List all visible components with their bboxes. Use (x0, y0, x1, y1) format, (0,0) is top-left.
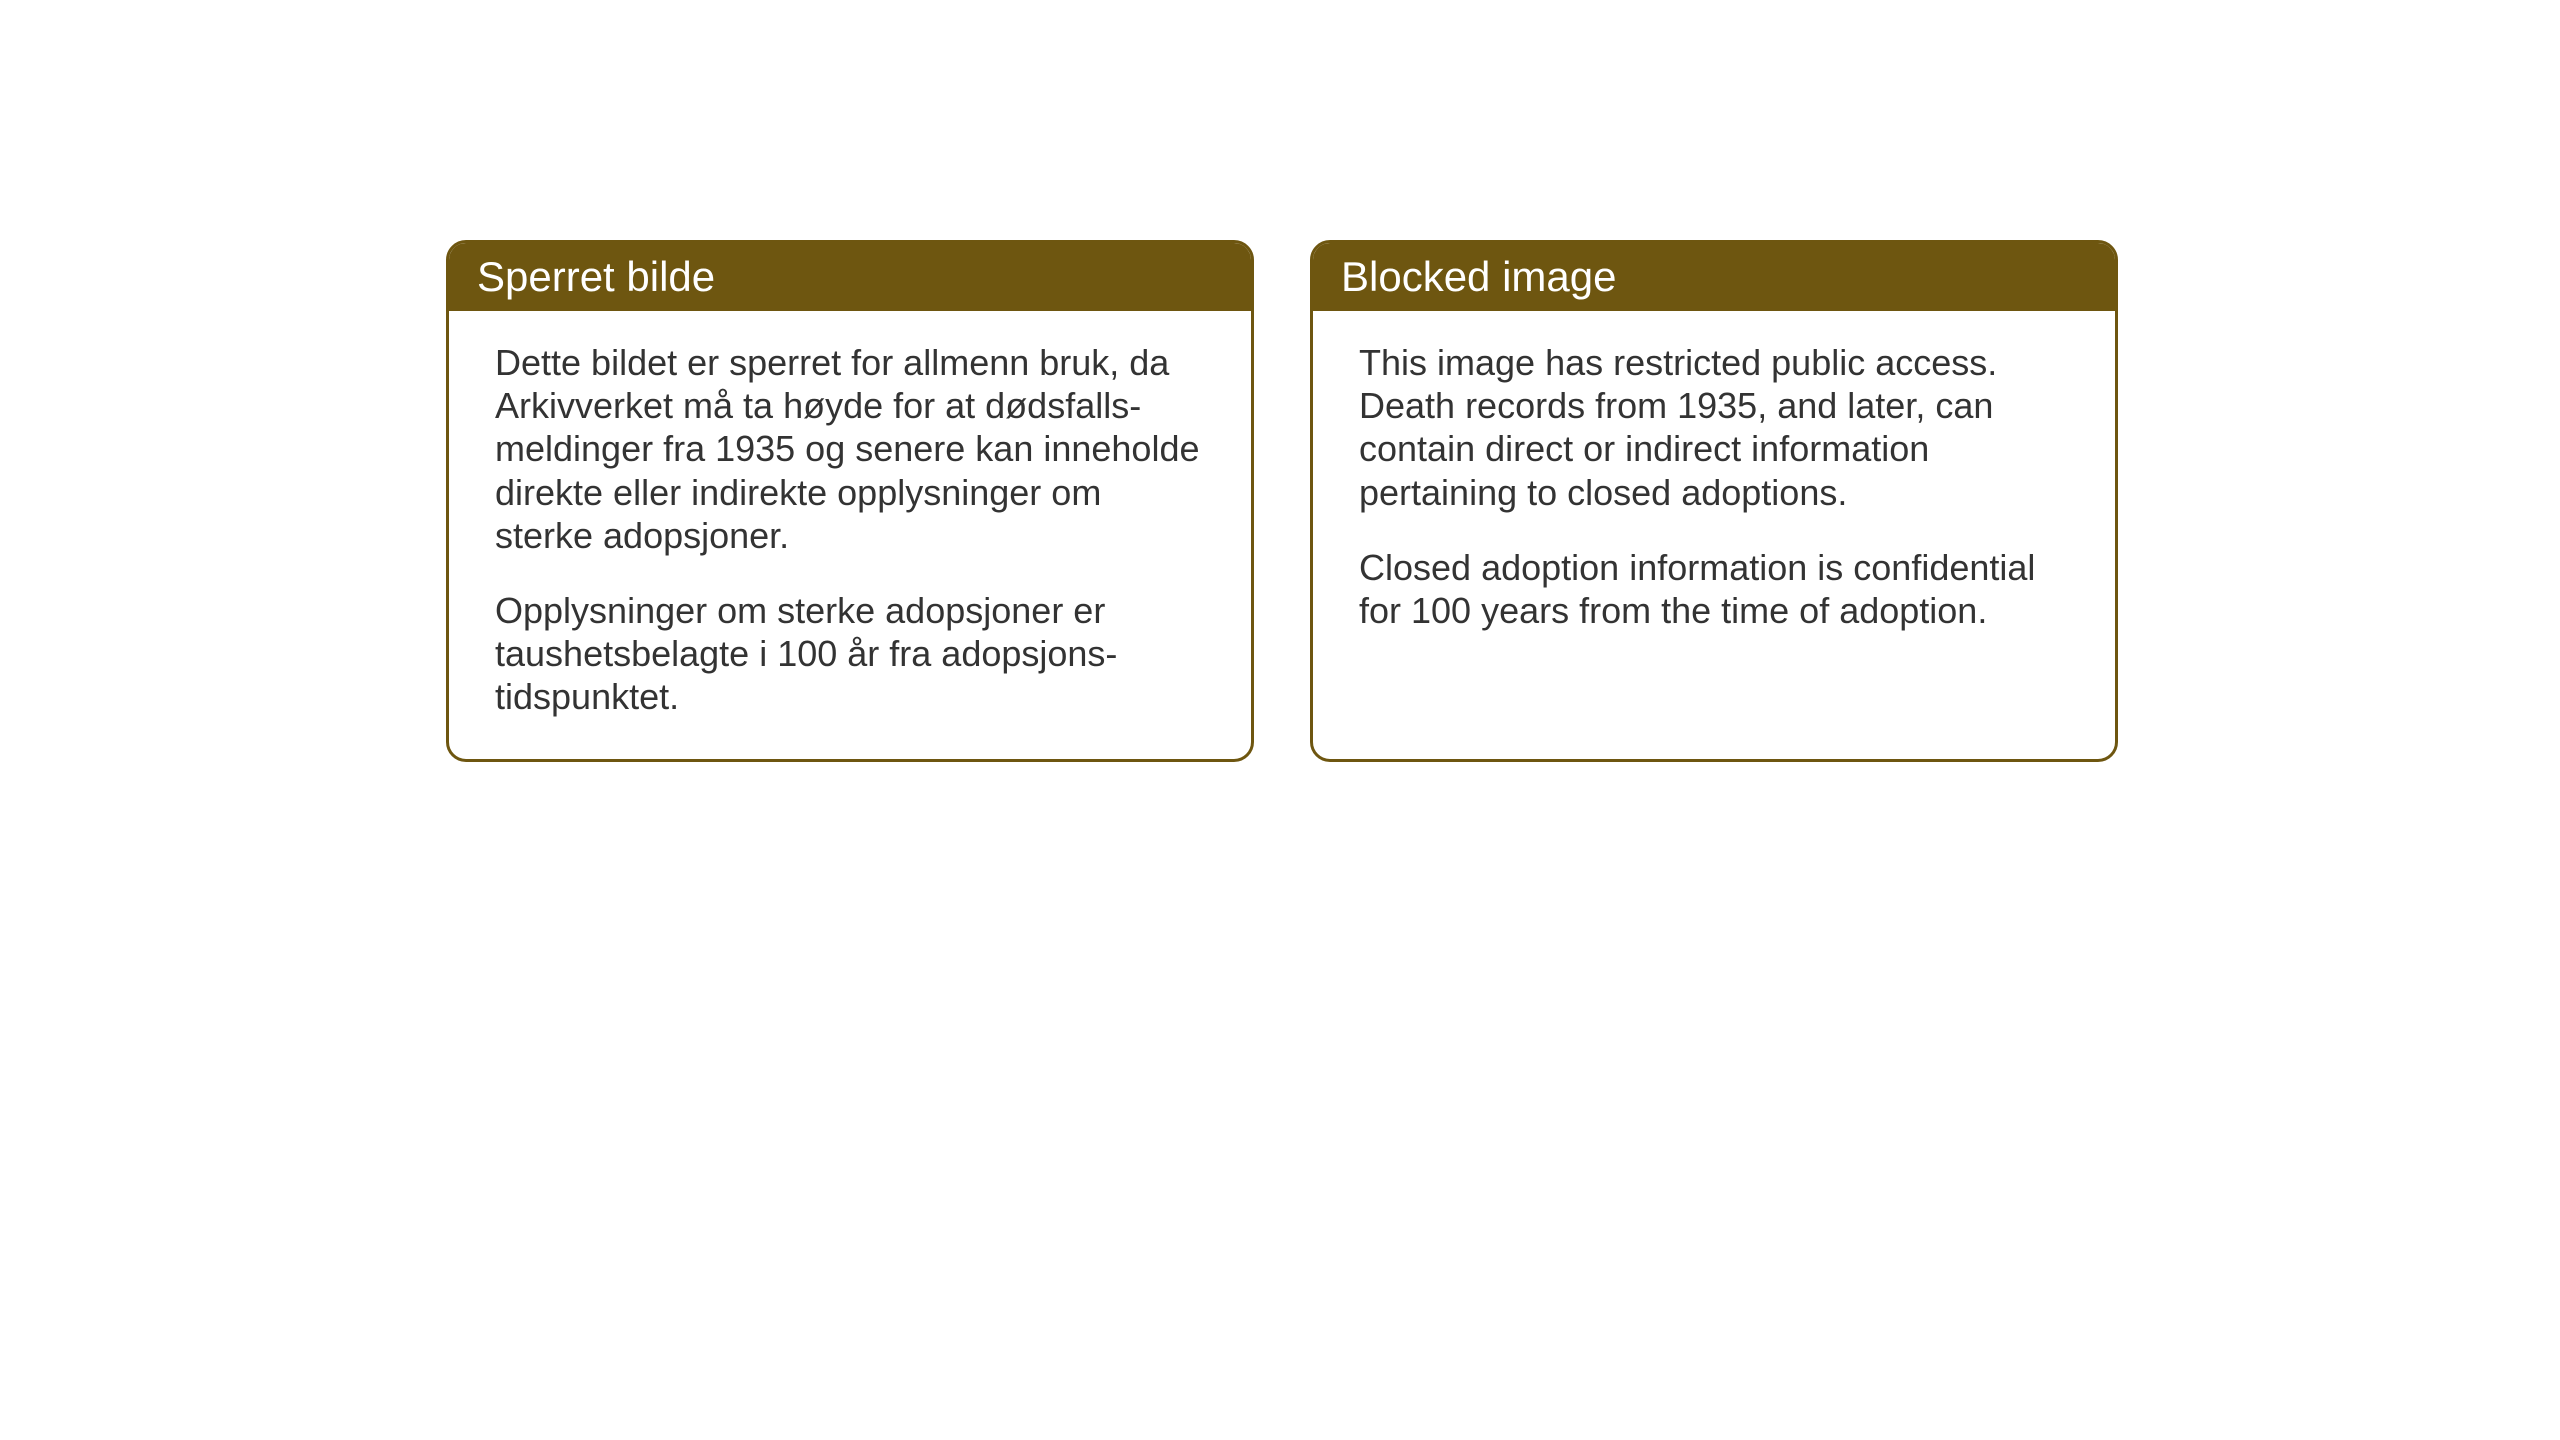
card-body-norwegian: Dette bildet er sperret for allmenn bruk… (449, 311, 1251, 759)
card-header-english: Blocked image (1313, 243, 2115, 311)
notice-container: Sperret bilde Dette bildet er sperret fo… (446, 240, 2118, 762)
card-body-english: This image has restricted public access.… (1313, 311, 2115, 722)
paragraph-2-english: Closed adoption information is confident… (1359, 546, 2069, 632)
paragraph-2-norwegian: Opplysninger om sterke adopsjoner er tau… (495, 589, 1205, 719)
card-header-norwegian: Sperret bilde (449, 243, 1251, 311)
card-title-english: Blocked image (1341, 253, 1616, 300)
paragraph-1-english: This image has restricted public access.… (1359, 341, 2069, 514)
paragraph-1-norwegian: Dette bildet er sperret for allmenn bruk… (495, 341, 1205, 557)
card-title-norwegian: Sperret bilde (477, 253, 715, 300)
notice-card-english: Blocked image This image has restricted … (1310, 240, 2118, 762)
notice-card-norwegian: Sperret bilde Dette bildet er sperret fo… (446, 240, 1254, 762)
